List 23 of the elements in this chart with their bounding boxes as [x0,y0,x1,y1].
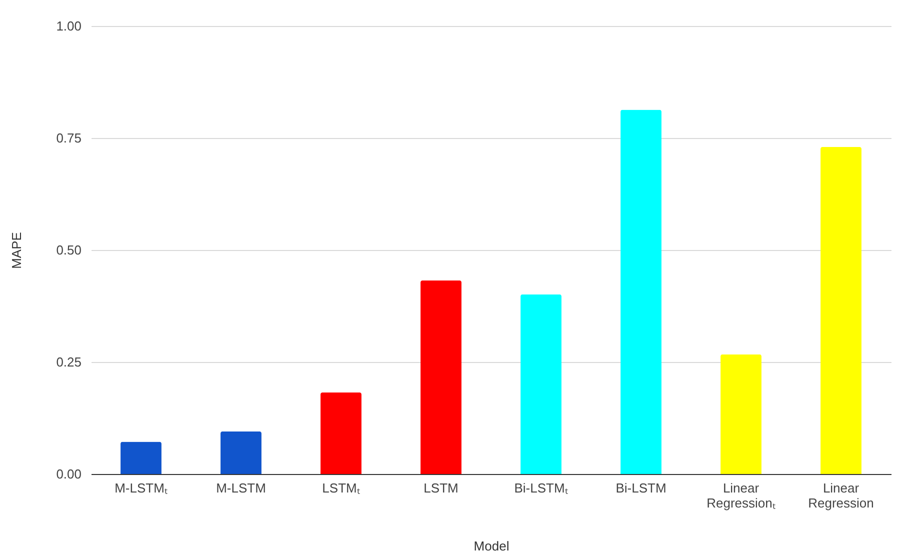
x-tick-label: Bi-LSTMₜ [514,480,568,496]
y-axis-title: MAPE [9,232,24,269]
bar [420,280,462,474]
x-tick-label: LSTMₜ [322,480,360,496]
y-tick-label: 0.00 [56,466,82,482]
bar [620,110,662,474]
bar [220,431,262,474]
x-tick-label: Linear Regressionₜ [706,480,776,510]
y-tick-label: 0.25 [56,354,82,370]
bar [120,442,162,474]
y-tick-label: 1.00 [56,18,82,34]
bar [720,354,762,474]
y-tick-label: 0.75 [56,130,82,146]
x-tick-label: Bi-LSTM [616,480,666,496]
x-tick-label: Linear Regression [808,480,874,510]
bar [820,146,862,474]
bar [320,392,362,474]
x-tick-label: M-LSTM [216,480,266,496]
bar [520,294,562,474]
x-tick-label: LSTM [424,480,458,496]
y-tick-label: 0.50 [56,242,82,258]
x-tick-label: M-LSTMₜ [114,480,168,496]
x-axis-title: Model [474,538,510,552]
